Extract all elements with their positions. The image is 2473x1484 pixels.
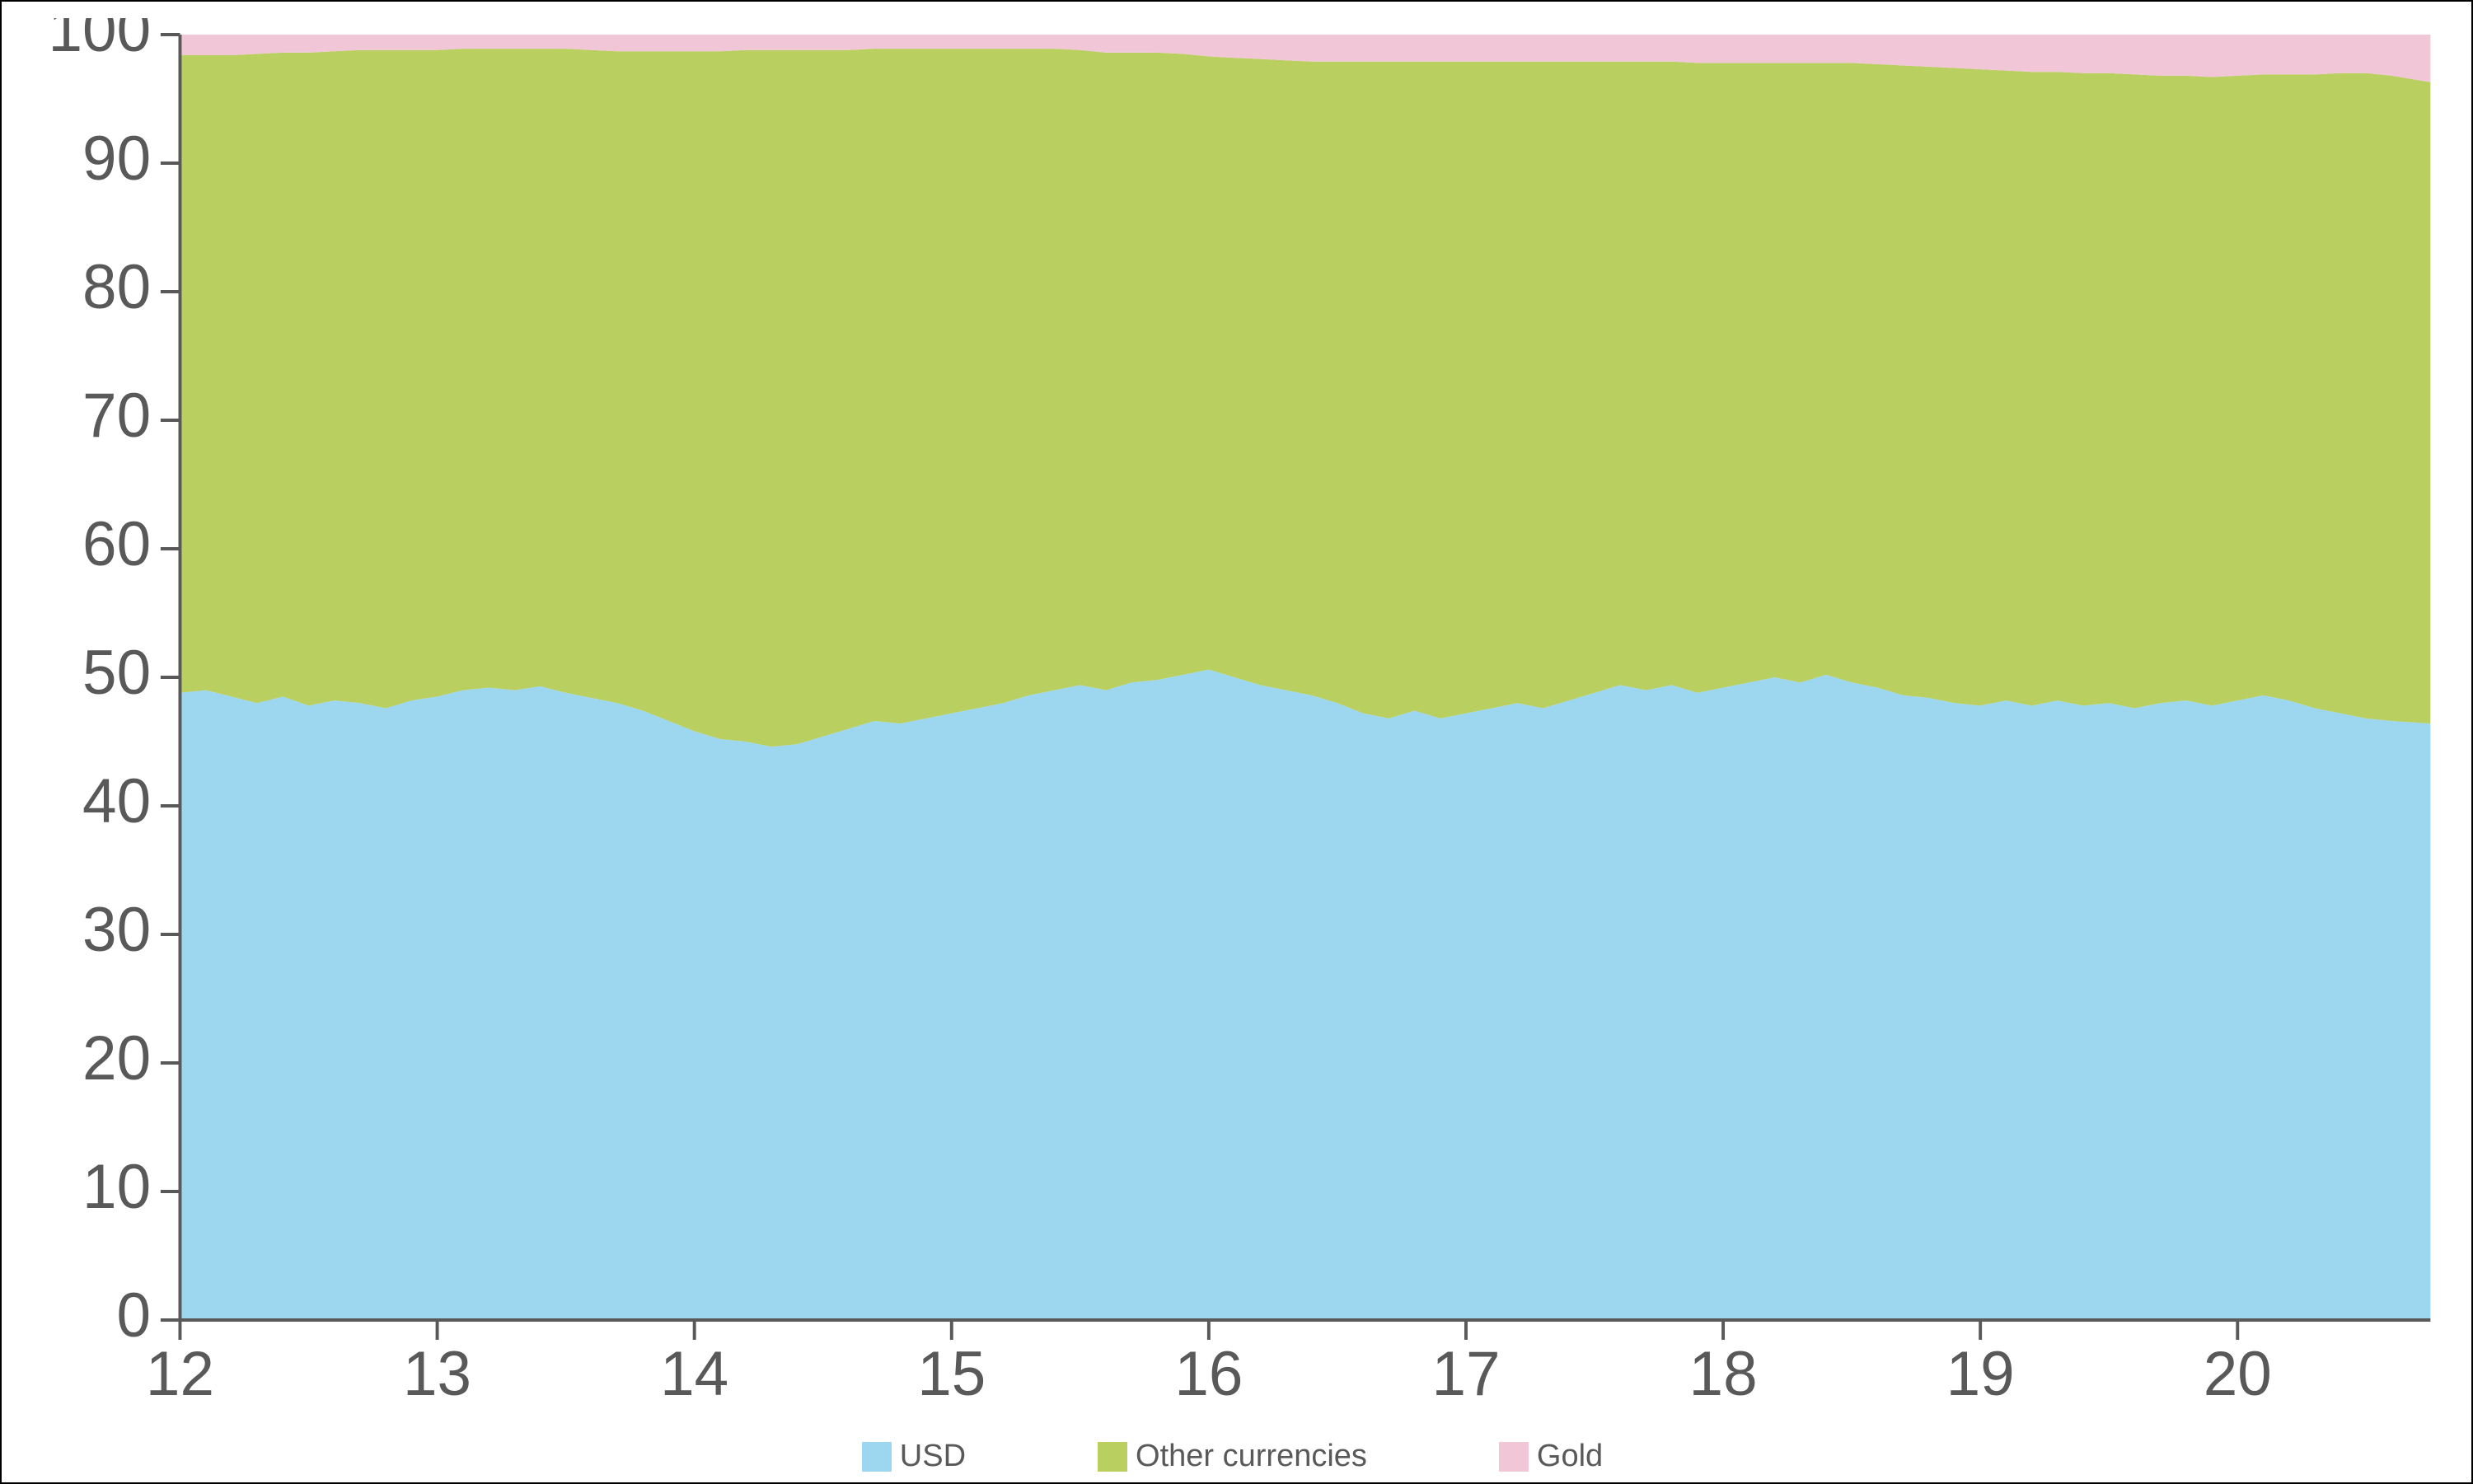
area-other xyxy=(180,49,2430,747)
legend-swatch-usd xyxy=(862,1442,892,1472)
y-tick-label: 40 xyxy=(82,765,151,836)
x-tick-label: 12 xyxy=(146,1338,214,1408)
legend-label-gold: Gold xyxy=(1537,1439,1603,1474)
legend-item-gold: Gold xyxy=(1499,1439,1603,1474)
y-tick-label: 100 xyxy=(49,18,152,64)
legend-label-usd: USD xyxy=(900,1439,966,1474)
y-tick-label: 10 xyxy=(82,1151,151,1221)
legend-item-other: Other currencies xyxy=(1098,1439,1367,1474)
area-usd xyxy=(180,670,2430,1320)
x-tick-label: 17 xyxy=(1431,1338,1500,1408)
legend-label-other: Other currencies xyxy=(1136,1439,1367,1474)
x-tick-label: 16 xyxy=(1174,1338,1243,1408)
legend-swatch-other xyxy=(1098,1442,1127,1472)
y-tick-label: 30 xyxy=(82,894,151,964)
y-tick-label: 50 xyxy=(82,637,151,707)
x-tick-label: 20 xyxy=(2204,1338,2272,1408)
x-tick-label: 19 xyxy=(1946,1338,2015,1408)
y-tick-label: 80 xyxy=(82,251,151,321)
legend-item-usd: USD xyxy=(862,1439,966,1474)
legend-swatch-gold xyxy=(1499,1442,1529,1472)
legend: USD Other currencies Gold xyxy=(18,1435,2447,1474)
x-tick-label: 14 xyxy=(660,1338,728,1408)
y-tick-label: 70 xyxy=(82,380,151,450)
x-tick-label: 13 xyxy=(403,1338,471,1408)
x-tick-label: 18 xyxy=(1689,1338,1758,1408)
x-tick-label: 15 xyxy=(917,1338,986,1408)
y-tick-label: 90 xyxy=(82,123,151,193)
plot-area: 0102030405060708090100121314151617181920 xyxy=(18,18,2447,1435)
y-tick-label: 60 xyxy=(82,508,151,578)
y-tick-label: 20 xyxy=(82,1023,151,1093)
chart-container: 0102030405060708090100121314151617181920… xyxy=(0,0,2473,1484)
stacked-area-chart: 0102030405060708090100121314151617181920 xyxy=(18,18,2447,1435)
